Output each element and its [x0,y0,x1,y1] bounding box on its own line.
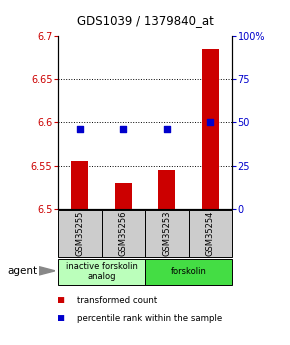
Bar [188,210,232,257]
Point [121,127,126,132]
Text: GSM35256: GSM35256 [119,211,128,256]
Point [208,120,213,125]
Text: GDS1039 / 1379840_at: GDS1039 / 1379840_at [77,14,213,27]
Bar [158,170,175,209]
Point [77,127,82,132]
Text: GSM35253: GSM35253 [162,211,171,256]
Text: GSM35255: GSM35255 [75,211,84,256]
Bar [58,259,145,285]
Bar [58,210,102,257]
Point [164,127,169,132]
Bar [102,210,145,257]
Text: ■: ■ [58,313,64,323]
Text: forskolin: forskolin [171,267,206,276]
Polygon shape [39,267,55,275]
Bar [71,161,88,209]
Text: inactive forskolin
analog: inactive forskolin analog [66,262,137,282]
Bar [115,183,132,209]
Text: transformed count: transformed count [77,296,157,305]
Text: percentile rank within the sample: percentile rank within the sample [77,314,222,323]
Bar [202,49,219,209]
Text: GSM35254: GSM35254 [206,211,215,256]
Bar [145,210,188,257]
Text: agent: agent [7,266,37,276]
Bar [145,259,232,285]
Text: ■: ■ [58,295,64,305]
